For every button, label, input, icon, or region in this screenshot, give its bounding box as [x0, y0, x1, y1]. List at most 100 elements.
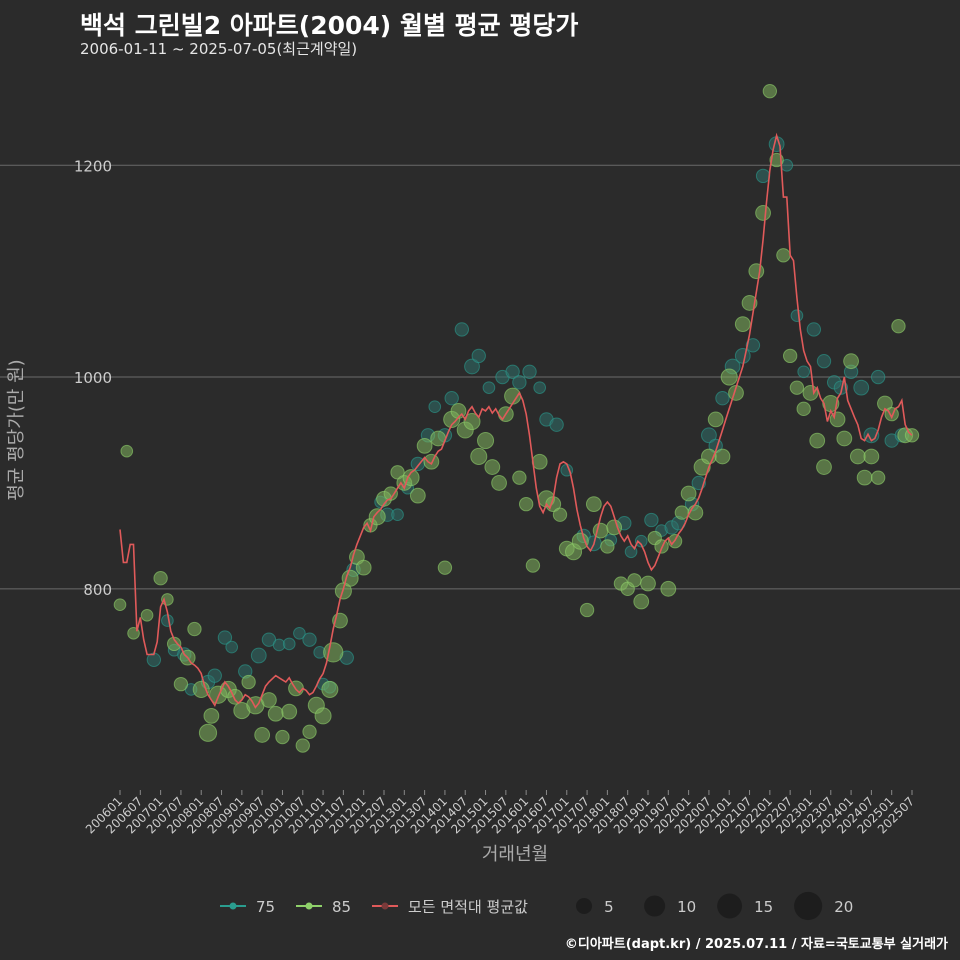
- legend-label: 85: [332, 898, 351, 916]
- point-85: [416, 437, 433, 454]
- point-85: [585, 496, 602, 513]
- point-85: [680, 485, 697, 502]
- point-85: [674, 505, 690, 520]
- point-85: [153, 571, 168, 586]
- point-75: [454, 322, 470, 337]
- point-75: [225, 640, 239, 654]
- point-85: [734, 316, 751, 333]
- point-85: [776, 248, 791, 263]
- point-85: [870, 470, 886, 485]
- point-85: [891, 319, 906, 334]
- point-85: [192, 680, 210, 698]
- point-85: [762, 83, 778, 99]
- point-85: [707, 411, 724, 428]
- point-85: [463, 412, 481, 431]
- legend-size-circle: [794, 891, 823, 921]
- point-85: [368, 508, 386, 526]
- point-85: [512, 470, 527, 485]
- point-85: [863, 448, 880, 465]
- point-75: [806, 322, 822, 337]
- page-subtitle: 2006-01-11 ~ 2025-07-05(최근계약일): [80, 40, 358, 58]
- point-85: [281, 703, 298, 720]
- point-85: [518, 496, 534, 512]
- point-85: [187, 621, 202, 637]
- point-75: [797, 365, 811, 379]
- point-85: [531, 453, 548, 470]
- point-85: [720, 368, 738, 386]
- point-75: [444, 391, 459, 406]
- point-85: [816, 459, 832, 475]
- legend-key-dot: [229, 902, 237, 910]
- point-75: [391, 508, 404, 522]
- point-85: [267, 705, 284, 722]
- x-axis-label: 거래년월: [482, 844, 548, 865]
- point-75: [512, 375, 527, 390]
- point-85: [484, 459, 501, 475]
- legend-label: 75: [256, 898, 275, 916]
- point-85: [166, 636, 182, 652]
- point-85: [849, 448, 866, 465]
- point-75: [853, 379, 870, 396]
- point-75: [250, 647, 267, 664]
- y-axis-ticks: 800 1000 1200: [74, 157, 112, 599]
- point-85: [383, 486, 398, 501]
- point-85: [714, 448, 731, 465]
- legend: 75 85 모든 면적대 평균값 5 10 15 20: [220, 891, 853, 921]
- point-75: [870, 369, 886, 385]
- point-85: [640, 575, 656, 592]
- point-85: [627, 573, 642, 588]
- point-85: [341, 569, 359, 587]
- point-75: [482, 381, 496, 394]
- legend-size-label: 10: [677, 898, 696, 916]
- average-line: [119, 132, 913, 709]
- point-75: [549, 417, 564, 432]
- point-75: [428, 400, 442, 414]
- legend-size-label: 5: [604, 898, 614, 916]
- point-85: [470, 447, 488, 466]
- point-85: [409, 487, 426, 504]
- point-85: [241, 674, 256, 690]
- point-85: [600, 539, 615, 554]
- point-85: [254, 727, 271, 743]
- point-85: [275, 729, 290, 745]
- point-85: [314, 707, 332, 725]
- point-85: [477, 432, 495, 450]
- series-75-points: [146, 136, 910, 696]
- point-85: [796, 401, 811, 417]
- point-75: [634, 534, 648, 548]
- x-axis-ticks: 2006012006072007012007072008012008072009…: [83, 790, 917, 837]
- point-85: [261, 692, 277, 708]
- point-75: [522, 364, 537, 379]
- point-75: [302, 632, 317, 647]
- legend-key-dot: [305, 902, 313, 910]
- point-85: [660, 580, 677, 597]
- point-75: [464, 358, 480, 375]
- point-75: [715, 391, 730, 406]
- point-85: [491, 475, 507, 491]
- point-75: [644, 512, 659, 528]
- point-85: [877, 395, 893, 412]
- point-85: [198, 723, 218, 742]
- y-tick-label: 1200: [74, 157, 112, 175]
- point-85: [140, 608, 154, 622]
- point-85: [173, 676, 189, 692]
- point-75: [207, 668, 222, 683]
- point-85: [321, 680, 339, 698]
- grid-lines: [0, 164, 960, 590]
- point-75: [471, 348, 486, 364]
- point-75: [505, 364, 520, 379]
- point-85: [203, 707, 220, 724]
- point-75: [790, 309, 804, 322]
- point-85: [423, 453, 440, 470]
- point-75: [816, 353, 832, 369]
- point-85: [809, 432, 826, 449]
- point-75: [293, 626, 306, 640]
- legend-size-label: 15: [754, 898, 773, 916]
- y-tick-label: 1000: [74, 369, 112, 387]
- point-85: [802, 385, 819, 401]
- point-85: [302, 724, 317, 739]
- point-85: [295, 738, 310, 753]
- point-85: [552, 507, 568, 522]
- point-75: [282, 637, 296, 651]
